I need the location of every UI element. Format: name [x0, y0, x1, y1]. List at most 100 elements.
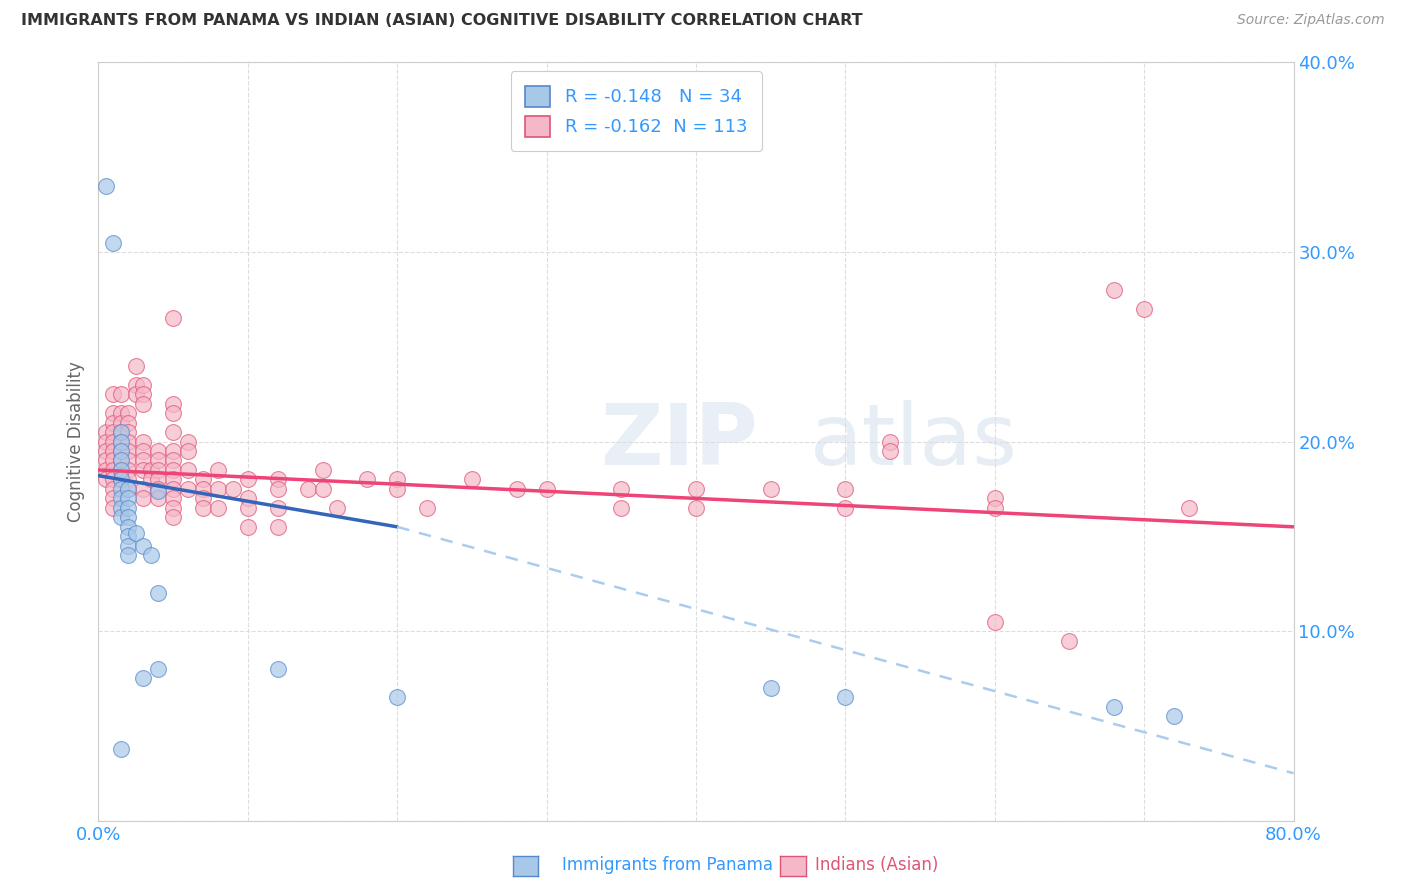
Point — [125, 359, 148, 373]
Point — [267, 500, 290, 515]
Point — [162, 406, 184, 420]
Point — [117, 482, 139, 496]
Point — [110, 444, 132, 458]
Point — [132, 463, 155, 477]
Point — [117, 548, 139, 563]
Point — [267, 662, 290, 676]
Point — [148, 662, 170, 676]
Point — [984, 500, 1007, 515]
Point — [103, 453, 125, 467]
Text: atlas: atlas — [810, 400, 1018, 483]
Text: Immigrants from Panama: Immigrants from Panama — [562, 855, 773, 873]
Point — [326, 500, 349, 515]
Text: ZIP: ZIP — [600, 400, 758, 483]
Point — [610, 482, 633, 496]
Point — [162, 473, 184, 487]
Point — [148, 586, 170, 600]
Point — [103, 482, 125, 496]
Point — [834, 690, 856, 705]
Point — [103, 500, 125, 515]
Point — [148, 463, 170, 477]
Point — [222, 482, 245, 496]
Point — [110, 741, 132, 756]
Point — [103, 416, 125, 430]
Point — [1178, 500, 1201, 515]
Point — [125, 387, 148, 401]
Point — [117, 463, 139, 477]
Point — [110, 406, 132, 420]
Point — [117, 453, 139, 467]
Point — [191, 482, 214, 496]
Point — [117, 500, 139, 515]
Point — [132, 491, 155, 506]
Point — [610, 500, 633, 515]
Point — [834, 482, 856, 496]
Y-axis label: Cognitive Disability: Cognitive Disability — [66, 361, 84, 522]
Point — [94, 434, 117, 449]
Point — [110, 463, 132, 477]
Point — [110, 425, 132, 439]
Point — [94, 178, 117, 193]
Point — [103, 406, 125, 420]
Point — [132, 377, 155, 392]
Point — [879, 434, 901, 449]
Point — [162, 482, 184, 496]
Point — [117, 482, 139, 496]
Point — [148, 453, 170, 467]
Point — [311, 463, 333, 477]
Point — [1104, 699, 1126, 714]
Point — [236, 491, 259, 506]
Point — [103, 387, 125, 401]
Point — [117, 416, 139, 430]
Point — [385, 473, 409, 487]
Point — [110, 473, 132, 487]
Point — [132, 482, 155, 496]
Point — [506, 482, 529, 496]
Point — [110, 416, 132, 430]
Point — [177, 463, 200, 477]
Point — [94, 444, 117, 458]
Point — [1133, 301, 1156, 316]
Point — [94, 425, 117, 439]
Point — [385, 690, 409, 705]
Point — [236, 500, 259, 515]
Point — [103, 235, 125, 250]
Point — [103, 463, 125, 477]
Point — [385, 482, 409, 496]
Point — [1163, 709, 1185, 723]
Point — [267, 482, 290, 496]
Point — [110, 434, 132, 449]
Point — [132, 453, 155, 467]
Point — [461, 473, 484, 487]
Point — [267, 473, 290, 487]
Point — [117, 510, 139, 524]
Point — [110, 473, 132, 487]
Point — [879, 444, 901, 458]
Point — [132, 672, 155, 686]
Point — [984, 615, 1007, 629]
Point — [207, 463, 229, 477]
Point — [139, 463, 162, 477]
Point — [162, 463, 184, 477]
Point — [148, 482, 170, 496]
Point — [139, 548, 162, 563]
Point — [110, 453, 132, 467]
Point — [125, 377, 148, 392]
Point — [117, 529, 139, 543]
Point — [110, 453, 132, 467]
Point — [148, 444, 170, 458]
Legend: R = -0.148   N = 34, R = -0.162  N = 113: R = -0.148 N = 34, R = -0.162 N = 113 — [510, 71, 762, 151]
Point — [94, 453, 117, 467]
Point — [117, 425, 139, 439]
Text: IMMIGRANTS FROM PANAMA VS INDIAN (ASIAN) COGNITIVE DISABILITY CORRELATION CHART: IMMIGRANTS FROM PANAMA VS INDIAN (ASIAN)… — [21, 13, 863, 29]
Point — [103, 425, 125, 439]
Point — [834, 500, 856, 515]
Point — [117, 444, 139, 458]
Point — [117, 473, 139, 487]
Point — [148, 483, 170, 498]
Point — [117, 539, 139, 553]
Point — [117, 434, 139, 449]
Point — [191, 473, 214, 487]
Point — [177, 444, 200, 458]
Point — [416, 500, 439, 515]
